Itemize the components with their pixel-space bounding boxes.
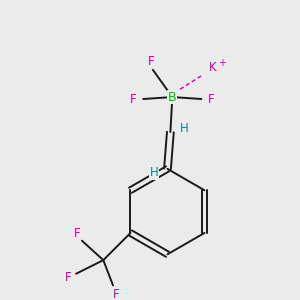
Text: H: H — [149, 166, 158, 179]
Text: F: F — [112, 288, 119, 300]
Text: F: F — [208, 92, 214, 106]
Text: B: B — [168, 91, 177, 103]
Text: F: F — [65, 271, 72, 284]
Text: H: H — [180, 122, 188, 135]
Text: +: + — [218, 58, 226, 68]
Text: K: K — [209, 61, 217, 74]
Text: F: F — [74, 227, 80, 240]
Text: F: F — [148, 55, 154, 68]
Text: F: F — [130, 92, 137, 106]
